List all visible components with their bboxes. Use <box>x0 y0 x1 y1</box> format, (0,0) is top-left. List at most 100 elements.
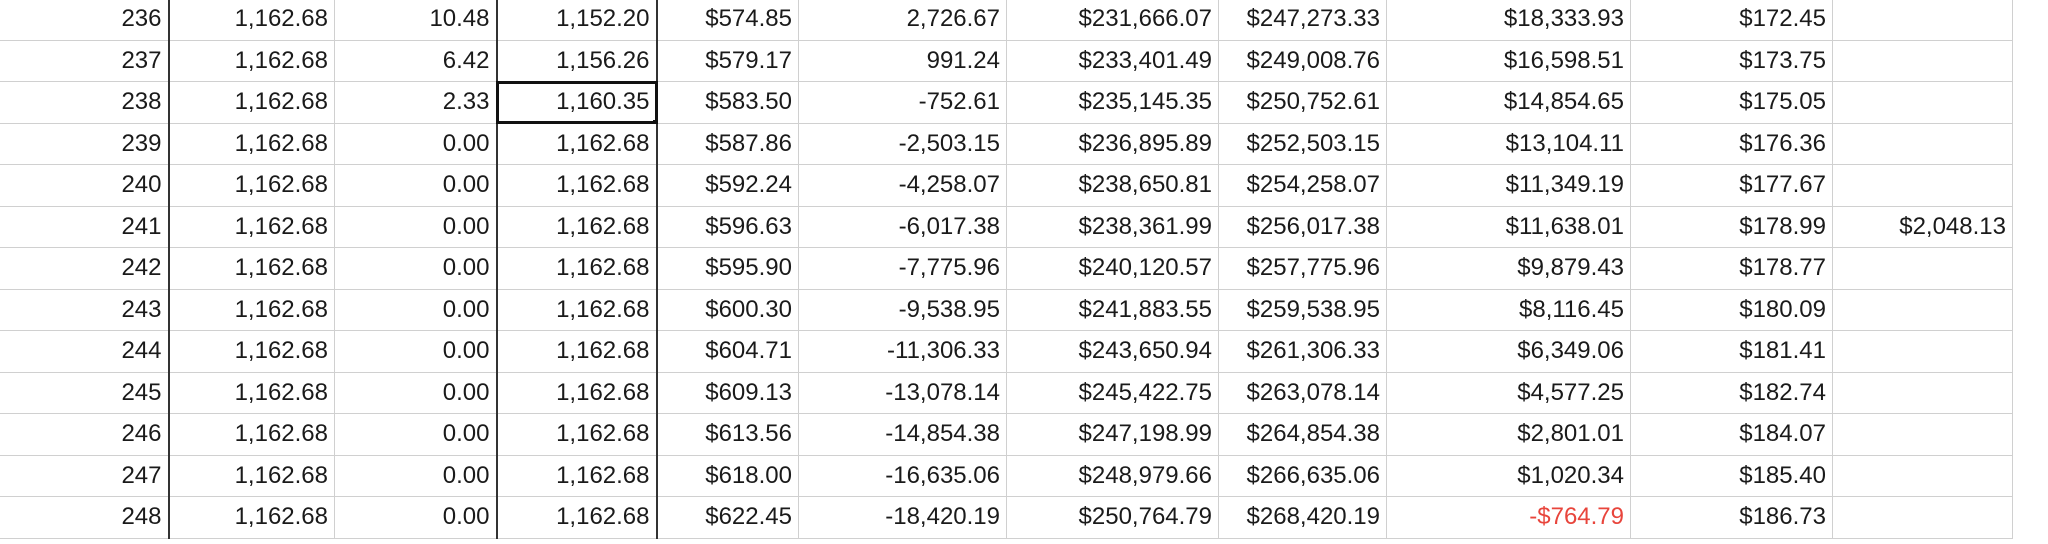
cell[interactable]: $16,598.51 <box>1386 39 1631 82</box>
cell[interactable]: $235,145.35 <box>1006 81 1219 124</box>
cell[interactable]: $250,752.61 <box>1218 81 1387 124</box>
cell[interactable]: $11,638.01 <box>1386 205 1631 248</box>
cell[interactable]: $245,422.75 <box>1006 371 1219 414</box>
cell[interactable]: $592.24 <box>656 164 799 207</box>
cell[interactable]: 1,162.68 <box>168 122 335 165</box>
cell[interactable]: 1,162.68 <box>496 496 658 539</box>
cell[interactable]: $13,104.11 <box>1386 122 1631 165</box>
cell[interactable]: 239 <box>0 122 170 165</box>
cell[interactable]: $261,306.33 <box>1218 330 1387 373</box>
cell[interactable]: $236,895.89 <box>1006 122 1219 165</box>
cell[interactable]: $264,854.38 <box>1218 413 1387 456</box>
cell[interactable]: 0.00 <box>334 205 498 248</box>
cell[interactable]: -$764.79 <box>1386 496 1631 539</box>
cell[interactable]: 1,162.68 <box>168 39 335 82</box>
cell[interactable]: $2,801.01 <box>1386 413 1631 456</box>
cell[interactable]: $1,020.34 <box>1386 454 1631 497</box>
cell[interactable]: 2.33 <box>334 81 498 124</box>
cell[interactable]: $596.63 <box>656 205 799 248</box>
cell[interactable]: $259,538.95 <box>1218 288 1387 331</box>
cell[interactable]: -11,306.33 <box>798 330 1007 373</box>
cell[interactable]: $178.77 <box>1630 247 1833 290</box>
cell[interactable]: 242 <box>0 247 170 290</box>
cell[interactable]: 991.24 <box>798 39 1007 82</box>
cell[interactable]: $604.71 <box>656 330 799 373</box>
cell[interactable]: $14,854.65 <box>1386 81 1631 124</box>
cell[interactable]: 1,162.68 <box>496 247 658 290</box>
cell[interactable]: $254,258.07 <box>1218 164 1387 207</box>
cell[interactable]: 6.42 <box>334 39 498 82</box>
cell[interactable]: 0.00 <box>334 371 498 414</box>
cell[interactable]: 0.00 <box>334 288 498 331</box>
cell[interactable]: 245 <box>0 371 170 414</box>
cell[interactable]: 248 <box>0 496 170 539</box>
cell[interactable]: 1,162.68 <box>168 81 335 124</box>
cell[interactable]: 10.48 <box>334 0 498 41</box>
cell[interactable]: 240 <box>0 164 170 207</box>
cell[interactable]: $175.05 <box>1630 81 1833 124</box>
cell[interactable]: $247,273.33 <box>1218 0 1387 41</box>
cell[interactable]: 2,726.67 <box>798 0 1007 41</box>
cell[interactable]: -4,258.07 <box>798 164 1007 207</box>
cell[interactable] <box>1832 413 2013 456</box>
cell[interactable]: $268,420.19 <box>1218 496 1387 539</box>
cell[interactable]: $238,361.99 <box>1006 205 1219 248</box>
cell[interactable]: 1,162.68 <box>168 0 335 41</box>
cell[interactable]: 1,162.68 <box>496 288 658 331</box>
cell[interactable] <box>1832 0 2013 41</box>
selected-cell[interactable]: 1,160.35 <box>495 80 658 124</box>
cell[interactable]: $247,198.99 <box>1006 413 1219 456</box>
cell[interactable]: 1,162.68 <box>168 205 335 248</box>
cell[interactable]: $231,666.07 <box>1006 0 1219 41</box>
cell[interactable]: $180.09 <box>1630 288 1833 331</box>
cell[interactable] <box>1832 288 2013 331</box>
cell[interactable]: 244 <box>0 330 170 373</box>
cell[interactable]: 238 <box>0 81 170 124</box>
cell[interactable] <box>1832 247 2013 290</box>
cell[interactable]: 247 <box>0 454 170 497</box>
cell[interactable]: $613.56 <box>656 413 799 456</box>
cell[interactable]: $181.41 <box>1630 330 1833 373</box>
cell[interactable]: $177.67 <box>1630 164 1833 207</box>
cell[interactable]: 1,152.20 <box>496 0 658 41</box>
cell[interactable]: $178.99 <box>1630 205 1833 248</box>
cell[interactable]: $249,008.76 <box>1218 39 1387 82</box>
cell[interactable]: -9,538.95 <box>798 288 1007 331</box>
cell[interactable]: 243 <box>0 288 170 331</box>
cell[interactable]: $6,349.06 <box>1386 330 1631 373</box>
cell[interactable]: $4,577.25 <box>1386 371 1631 414</box>
cell[interactable]: 0.00 <box>334 164 498 207</box>
cell[interactable]: $233,401.49 <box>1006 39 1219 82</box>
cell[interactable]: 1,162.68 <box>496 205 658 248</box>
cell[interactable]: $11,349.19 <box>1386 164 1631 207</box>
cell[interactable]: $182.74 <box>1630 371 1833 414</box>
cell[interactable]: $252,503.15 <box>1218 122 1387 165</box>
cell[interactable]: 0.00 <box>334 122 498 165</box>
cell[interactable]: 0.00 <box>334 247 498 290</box>
cell[interactable]: -16,635.06 <box>798 454 1007 497</box>
cell[interactable]: $587.86 <box>656 122 799 165</box>
cell[interactable] <box>1832 454 2013 497</box>
cell[interactable]: 1,162.68 <box>168 496 335 539</box>
cell[interactable]: 1,162.68 <box>168 330 335 373</box>
cell[interactable]: 1,162.68 <box>168 247 335 290</box>
cell[interactable] <box>1832 330 2013 373</box>
cell[interactable]: $241,883.55 <box>1006 288 1219 331</box>
cell[interactable]: $172.45 <box>1630 0 1833 41</box>
cell[interactable]: -7,775.96 <box>798 247 1007 290</box>
cell[interactable]: $622.45 <box>656 496 799 539</box>
cell[interactable]: 1,162.68 <box>168 371 335 414</box>
cell[interactable]: $243,650.94 <box>1006 330 1219 373</box>
cell[interactable]: $579.17 <box>656 39 799 82</box>
cell[interactable]: 0.00 <box>334 330 498 373</box>
cell[interactable] <box>1832 122 2013 165</box>
cell[interactable]: -6,017.38 <box>798 205 1007 248</box>
cell[interactable]: $185.40 <box>1630 454 1833 497</box>
cell[interactable]: 1,162.68 <box>168 413 335 456</box>
cell[interactable] <box>1832 39 2013 82</box>
cell[interactable]: -14,854.38 <box>798 413 1007 456</box>
cell[interactable]: 241 <box>0 205 170 248</box>
cell[interactable]: -13,078.14 <box>798 371 1007 414</box>
cell[interactable]: $595.90 <box>656 247 799 290</box>
